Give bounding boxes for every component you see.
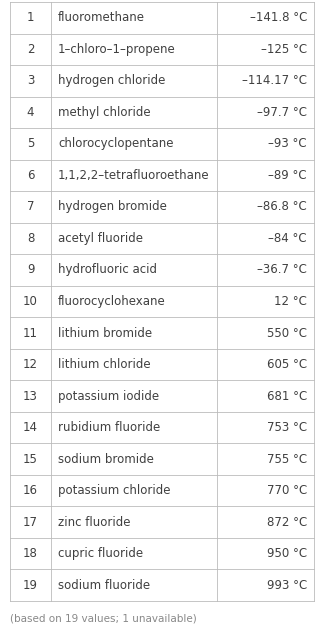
Bar [10,128,314,160]
Text: hydrogen chloride: hydrogen chloride [58,74,166,87]
Text: 19: 19 [23,579,38,592]
Text: acetyl fluoride: acetyl fluoride [58,232,143,245]
Bar [10,34,314,65]
Text: 16: 16 [23,484,38,497]
Text: 11: 11 [23,327,38,339]
Text: 15: 15 [23,453,38,466]
Text: 2: 2 [27,43,34,56]
Bar [10,223,314,254]
Bar [10,443,314,475]
Text: sodium bromide: sodium bromide [58,453,154,466]
Text: –86.8 °C: –86.8 °C [257,201,307,213]
Bar [10,191,314,223]
Text: 753 °C: 753 °C [267,421,307,434]
Text: 9: 9 [27,263,34,277]
Text: 950 °C: 950 °C [267,547,307,560]
Text: zinc fluoride: zinc fluoride [58,516,130,529]
Text: 1,1,2,2–tetrafluoroethane: 1,1,2,2–tetrafluoroethane [58,169,210,182]
Text: 18: 18 [23,547,38,560]
Text: sodium fluoride: sodium fluoride [58,579,150,592]
Text: hydrofluoric acid: hydrofluoric acid [58,263,157,277]
Bar [10,285,314,317]
Text: rubidium fluoride: rubidium fluoride [58,421,160,434]
Text: 1: 1 [27,11,34,24]
Text: –84 °C: –84 °C [268,232,307,245]
Text: 993 °C: 993 °C [267,579,307,592]
Text: 6: 6 [27,169,34,182]
Text: hydrogen bromide: hydrogen bromide [58,201,167,213]
Text: chlorocyclopentane: chlorocyclopentane [58,137,174,151]
Text: 872 °C: 872 °C [267,516,307,529]
Bar [10,317,314,349]
Text: fluoromethane: fluoromethane [58,11,145,24]
Text: 755 °C: 755 °C [267,453,307,466]
Bar [10,412,314,443]
Text: –125 °C: –125 °C [261,43,307,56]
Bar [10,254,314,285]
Text: 770 °C: 770 °C [267,484,307,497]
Text: fluorocyclohexane: fluorocyclohexane [58,295,166,308]
Bar [10,65,314,97]
Bar [10,570,314,601]
Bar [10,380,314,412]
Text: 1–chloro–1–propene: 1–chloro–1–propene [58,43,176,56]
Text: –97.7 °C: –97.7 °C [257,106,307,119]
Text: potassium chloride: potassium chloride [58,484,171,497]
Text: lithium chloride: lithium chloride [58,358,151,371]
Text: 5: 5 [27,137,34,151]
Bar [10,475,314,506]
Text: 8: 8 [27,232,34,245]
Text: 681 °C: 681 °C [267,389,307,403]
Text: lithium bromide: lithium bromide [58,327,152,339]
Text: cupric fluoride: cupric fluoride [58,547,143,560]
Bar [10,349,314,380]
Bar [10,97,314,128]
Text: 13: 13 [23,389,38,403]
Text: 4: 4 [27,106,34,119]
Text: 14: 14 [23,421,38,434]
Bar [10,2,314,34]
Text: methyl chloride: methyl chloride [58,106,151,119]
Text: 10: 10 [23,295,38,308]
Text: (based on 19 values; 1 unavailable): (based on 19 values; 1 unavailable) [10,613,197,624]
Text: 7: 7 [27,201,34,213]
Text: 12 °C: 12 °C [274,295,307,308]
Bar [10,506,314,538]
Text: 12: 12 [23,358,38,371]
Text: 605 °C: 605 °C [267,358,307,371]
Text: –36.7 °C: –36.7 °C [257,263,307,277]
Text: –93 °C: –93 °C [268,137,307,151]
Text: –141.8 °C: –141.8 °C [250,11,307,24]
Text: 3: 3 [27,74,34,87]
Bar [10,538,314,570]
Text: 550 °C: 550 °C [267,327,307,339]
Bar [10,160,314,191]
Text: 17: 17 [23,516,38,529]
Text: potassium iodide: potassium iodide [58,389,159,403]
Text: –114.17 °C: –114.17 °C [242,74,307,87]
Text: –89 °C: –89 °C [268,169,307,182]
